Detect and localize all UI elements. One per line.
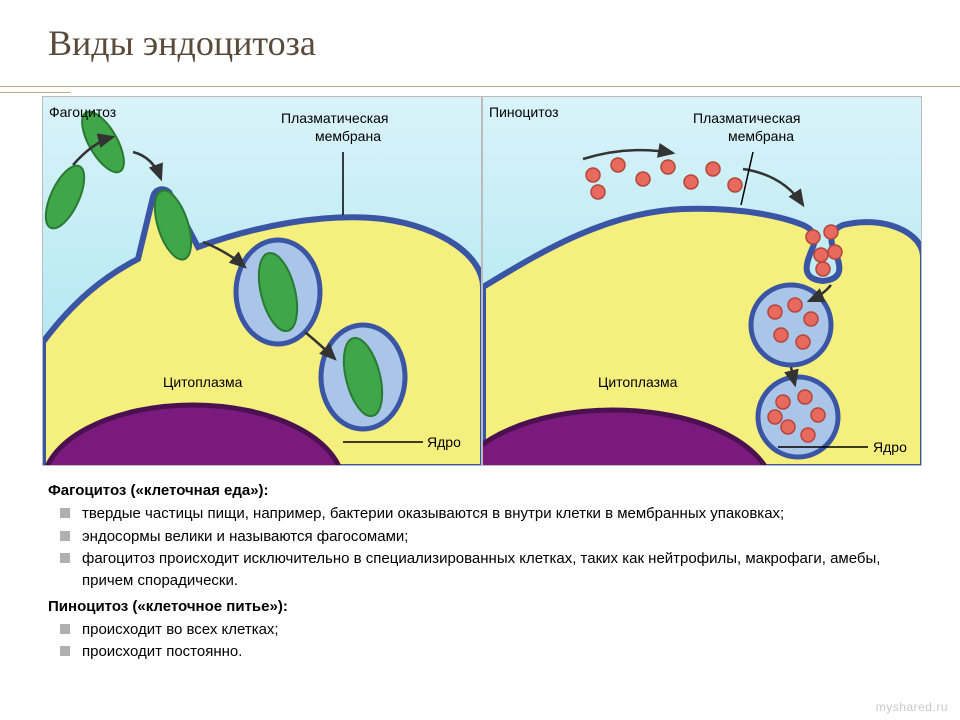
list-item: происходит постоянно. (48, 641, 918, 663)
section-2-head: Пиноцитоз («клеточное питье»): (48, 596, 918, 618)
list-text: фагоцитоз происходит исключительно в спе… (82, 550, 880, 589)
label-membrane-r2: мембрана (728, 128, 794, 144)
bullet-icon (60, 646, 70, 656)
list-text: происходит постоянно. (82, 643, 242, 660)
panel-pinocytosis: Пиноцитоз Плазматическая мембрана Цитопл… (482, 96, 922, 466)
list-item: эндосормы велики и называются фагосомами… (48, 526, 918, 548)
bullet-icon (60, 531, 70, 541)
slide-title: Виды эндоцитоза (0, 0, 960, 74)
list-item: происходит во всех клетках; (48, 619, 918, 641)
label-phagocytosis-title: Фагоцитоз (49, 104, 116, 120)
label-pinocytosis-title: Пиноцитоз (489, 104, 559, 120)
title-underline (0, 86, 960, 87)
list-text: твердые частицы пищи, например, бактерии… (82, 505, 784, 522)
label-membrane-l2: мембрана (315, 128, 381, 144)
list-text: эндосормы велики и называются фагосомами… (82, 528, 408, 545)
label-membrane-l1: Плазматическая (281, 110, 389, 126)
label-nucleus-r: Ядро (873, 439, 907, 455)
title-underline-short (0, 92, 70, 93)
diagram-row: Фагоцитоз Плазматическая мембрана Цитопл… (42, 96, 922, 466)
panel-phagocytosis: Фагоцитоз Плазматическая мембрана Цитопл… (42, 96, 482, 466)
section-1-list: твердые частицы пищи, например, бактерии… (48, 503, 918, 592)
section-1-head: Фагоцитоз («клеточная еда»): (48, 480, 918, 502)
label-cytoplasm-l: Цитоплазма (163, 374, 243, 390)
list-item: фагоцитоз происходит исключительно в спе… (48, 548, 918, 592)
bullet-icon (60, 624, 70, 634)
watermark: myshared.ru (876, 700, 948, 714)
list-item: твердые частицы пищи, например, бактерии… (48, 503, 918, 525)
bullet-icon (60, 553, 70, 563)
text-block: Фагоцитоз («клеточная еда»): твердые час… (48, 476, 918, 664)
list-text: происходит во всех клетках; (82, 621, 279, 638)
bullet-icon (60, 508, 70, 518)
label-membrane-r1: Плазматическая (693, 110, 801, 126)
label-cytoplasm-r: Цитоплазма (598, 374, 678, 390)
section-2-list: происходит во всех клетках; происходит п… (48, 619, 918, 664)
label-nucleus-l: Ядро (427, 434, 461, 450)
